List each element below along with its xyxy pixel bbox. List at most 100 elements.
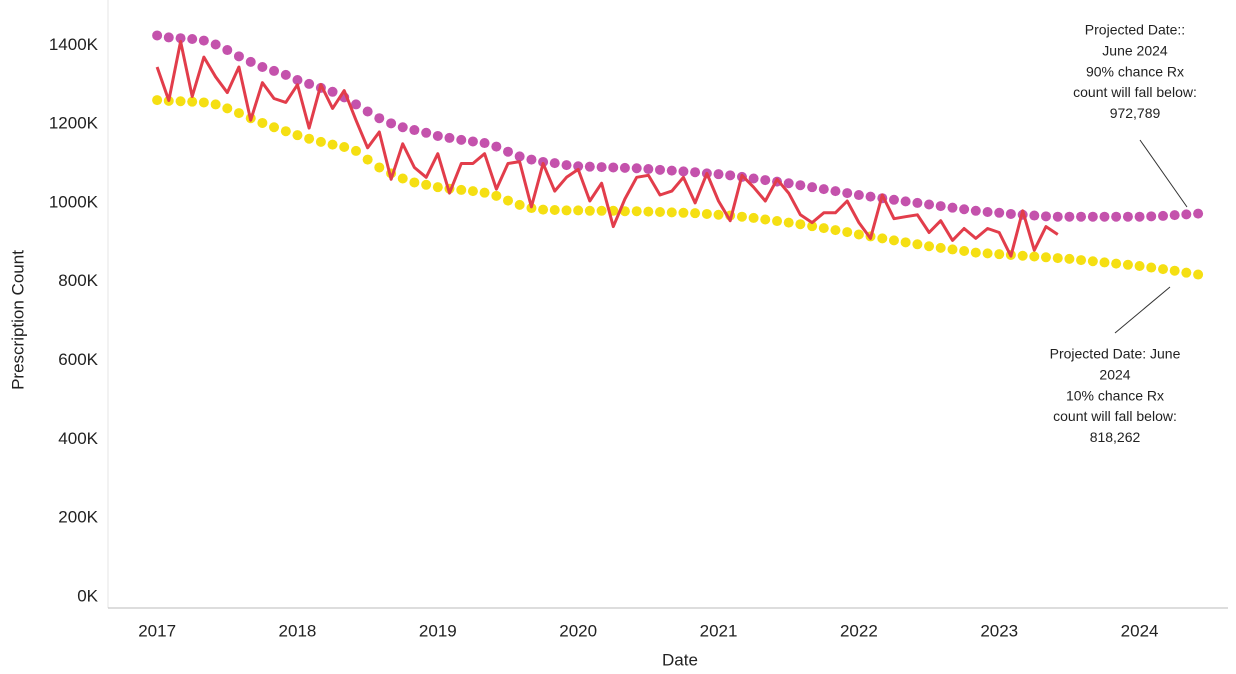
marker [655,206,665,217]
marker [397,173,408,184]
marker [1181,209,1192,220]
marker [327,86,338,97]
marker [269,122,280,133]
marker [1111,211,1122,222]
annotation-leader [1114,286,1171,334]
marker [1158,210,1169,221]
marker [222,103,233,114]
y-tick-label: 1200K [49,114,99,133]
marker [795,219,806,230]
annotation-text: Projected Date:: [1085,22,1185,38]
marker [678,166,689,177]
marker [456,184,467,195]
marker [374,113,385,124]
marker [210,99,221,110]
marker [947,202,958,213]
x-tick-label: 2019 [419,621,457,640]
marker [538,156,549,167]
marker [760,175,771,186]
marker [912,239,923,250]
marker [409,125,420,136]
marker [163,32,174,43]
marker [1122,259,1133,270]
marker [456,134,467,145]
marker [643,206,654,217]
marker [1134,260,1145,271]
y-tick-label: 1000K [49,192,99,211]
marker [1193,208,1204,219]
marker [748,212,759,223]
marker [900,237,911,248]
marker [666,207,677,218]
annotation-leader [1139,139,1188,208]
marker [772,216,783,227]
marker [432,130,443,141]
marker [1029,210,1040,221]
y-tick-label: 400K [58,429,98,448]
marker [912,197,923,208]
marker [526,154,537,165]
marker [292,130,303,141]
marker [631,163,642,174]
marker [362,154,373,165]
marker [503,146,513,157]
marker [619,162,630,173]
marker [1169,265,1180,276]
marker [853,229,864,240]
marker [187,34,198,45]
marker [690,208,701,219]
marker [970,205,981,216]
marker [830,225,841,236]
marker [713,209,724,220]
marker [1052,211,1063,222]
marker [1169,210,1180,221]
y-tick-label: 800K [58,271,98,290]
marker [1029,251,1040,262]
y-tick-label: 600K [58,350,98,369]
marker [503,195,513,206]
marker [198,35,209,46]
marker [187,96,198,107]
marker [257,117,268,128]
marker [1076,255,1087,266]
marker [152,95,163,106]
marker [1181,267,1192,278]
marker [1158,264,1169,275]
marker [421,127,432,138]
marker [1040,252,1051,263]
marker [444,132,455,143]
marker [982,206,993,217]
x-tick-label: 2017 [138,621,176,640]
annotation-text: count will fall below: [1053,408,1177,424]
marker [900,196,911,207]
marker [573,161,584,172]
marker [374,162,385,173]
marker [233,108,244,119]
marker [655,164,665,175]
marker [690,167,701,178]
marker [959,246,970,257]
marker [924,199,935,210]
marker [362,106,373,117]
marker [1087,256,1098,267]
marker [292,74,303,85]
marker [351,145,361,156]
marker [1099,257,1110,268]
marker [748,173,759,184]
marker [795,180,806,191]
x-axis-label: Date [662,650,698,669]
y-tick-label: 0K [77,586,98,605]
marker [877,233,888,244]
annotation-text: 2024 [1099,367,1130,383]
marker [491,141,502,152]
annotation-text: 818,262 [1090,429,1141,445]
marker [421,179,432,190]
marker [608,162,619,173]
x-tick-label: 2020 [559,621,597,640]
marker [935,201,946,212]
annotation-text: 972,789 [1110,105,1161,121]
marker [736,211,747,222]
annotation-text: June 2024 [1102,43,1168,59]
annotation-text: count will fall below: [1073,84,1197,100]
